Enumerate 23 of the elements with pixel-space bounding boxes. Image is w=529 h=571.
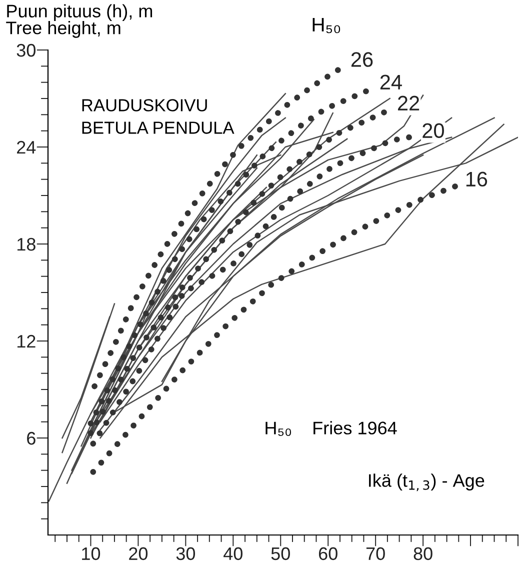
x-axis-title: Ikä (t$_{1,3}$) - Age xyxy=(369,474,484,492)
x-tick-label: 50 xyxy=(271,547,290,560)
x-tick-label: 80 xyxy=(414,547,432,560)
x-tick-label: 30 xyxy=(176,547,196,560)
annotation: RAUDUSKOIVU BETULA PENDULA xyxy=(82,99,234,134)
series-label: 16 xyxy=(466,172,488,187)
series-label: 24 xyxy=(380,74,402,90)
y-axis-title: Puun pituus (h), m Tree height, m xyxy=(6,4,152,38)
series-label: 22 xyxy=(398,96,420,110)
legend-title: H₅₀ xyxy=(312,18,340,34)
x-tick-label: 20 xyxy=(129,547,148,560)
annotation: H₅₀ Fries 1964 xyxy=(266,421,397,436)
y-tick-label: 30 xyxy=(16,44,36,57)
x-tick-label: 40 xyxy=(224,547,242,560)
series-label: 20 xyxy=(422,123,444,138)
y-tick-label: 24 xyxy=(17,140,36,154)
y-tick-label: 18 xyxy=(17,238,36,251)
series-label: 26 xyxy=(351,52,373,67)
x-tick-label: 60 xyxy=(318,547,338,560)
x-tick-label: 10 xyxy=(82,547,100,560)
y-tick-label: 12 xyxy=(17,334,36,348)
y-tick-label: 6 xyxy=(27,432,36,445)
x-tick-label: 70 xyxy=(366,547,385,560)
